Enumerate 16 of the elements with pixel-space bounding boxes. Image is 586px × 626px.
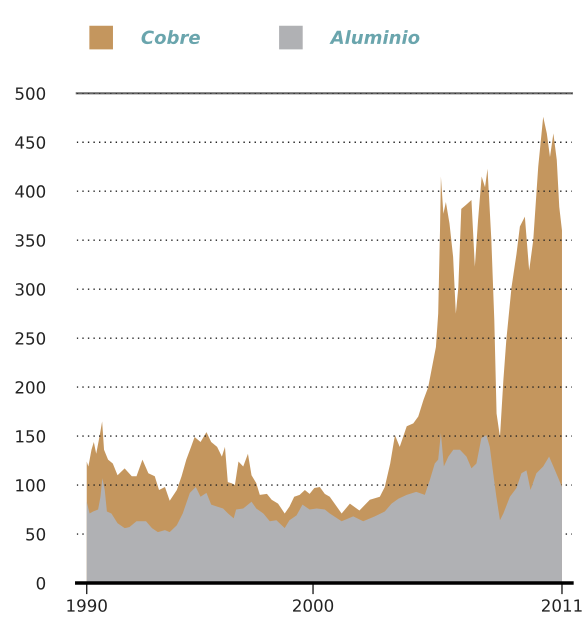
y-tick-label: 0: [36, 576, 46, 590]
y-tick-label: 400: [15, 185, 46, 198]
y-tick-label: 100: [16, 479, 46, 492]
x-tick-label: 1990: [67, 599, 107, 612]
x-tick-label: 2000: [293, 599, 334, 612]
legend-label: Aluminio: [329, 30, 420, 44]
y-tick-label: 200: [16, 381, 46, 394]
y-tick-label: 150: [16, 430, 46, 443]
x-tick-label: 2011: [542, 599, 582, 612]
y-tick-label: 50: [26, 528, 46, 541]
y-tick-label: 500: [16, 87, 46, 100]
y-tick-label: 250: [16, 332, 46, 345]
legend-label: Cobre: [142, 30, 200, 44]
y-tick-label: 350: [16, 234, 46, 247]
y-tick-label: 300: [16, 283, 46, 296]
y-tick-label: 450: [15, 136, 46, 149]
